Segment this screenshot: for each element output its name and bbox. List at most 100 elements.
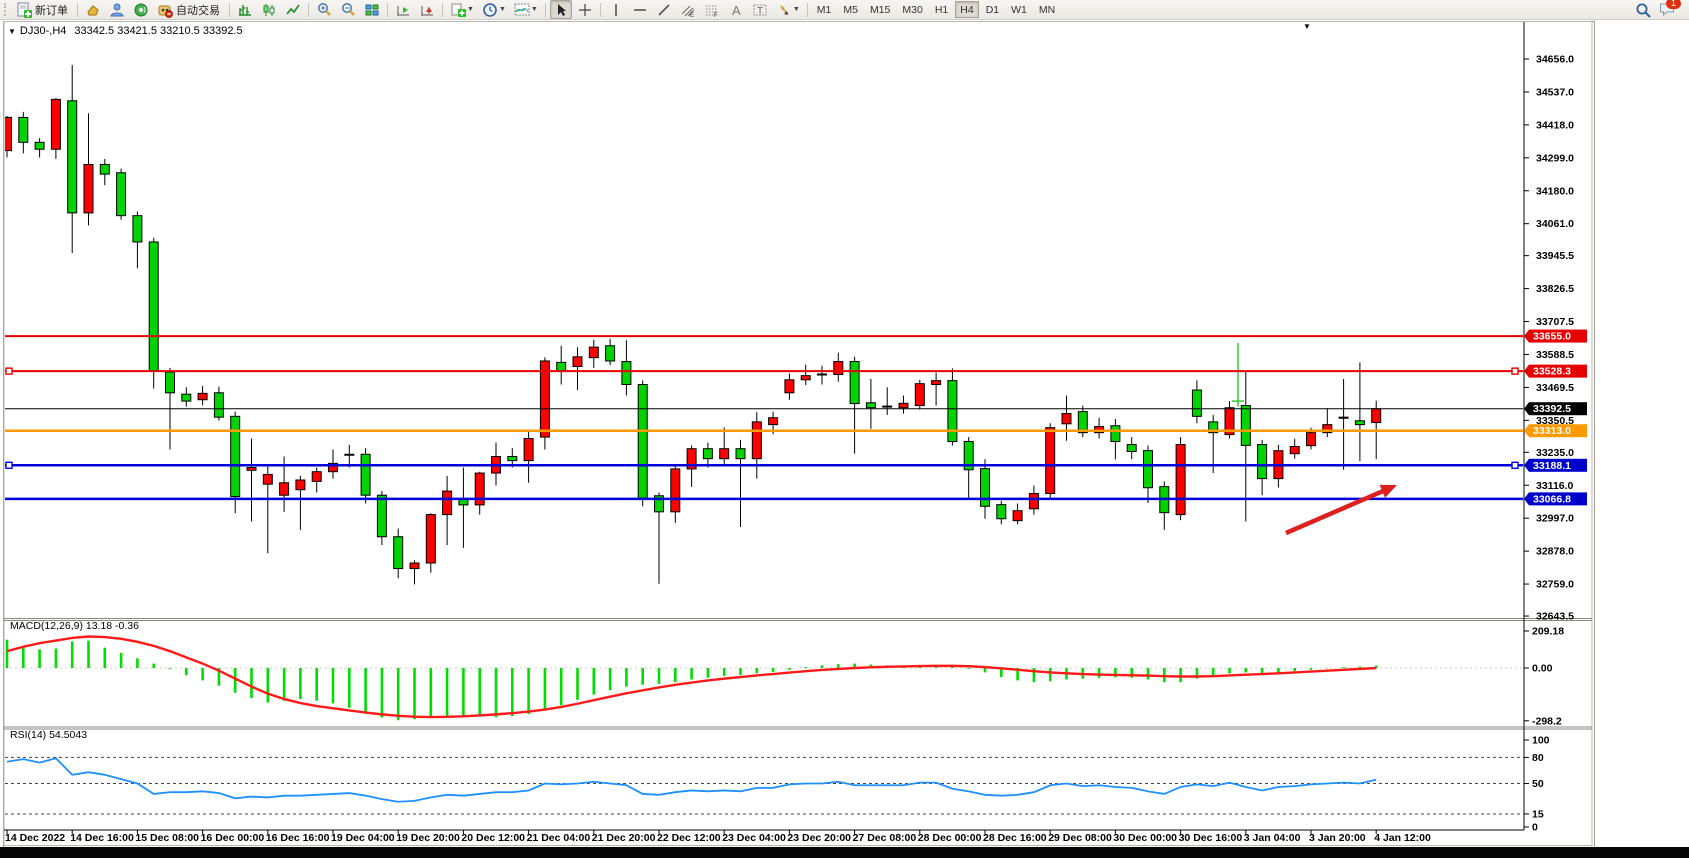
candle-body [588, 346, 599, 359]
crosshair-icon [577, 2, 593, 18]
search-icon[interactable] [1635, 2, 1651, 18]
vertical-line-icon [608, 2, 624, 18]
market-watch-button[interactable] [106, 0, 128, 19]
timeframe-m5[interactable]: M5 [843, 3, 858, 16]
equidistant-channel-icon: E [680, 2, 696, 19]
price-badge-label: 33392.5 [1533, 403, 1571, 415]
line-handle-right[interactable] [1511, 461, 1519, 469]
line-handle-left[interactable] [5, 367, 13, 375]
candle-chart-button[interactable] [258, 0, 280, 19]
candle-body [1240, 405, 1251, 446]
rsi-tick-label: 80 [1532, 752, 1544, 764]
text-button[interactable]: A [725, 0, 747, 19]
toolbar: 新订单 自动交易 ▼ ▼ ▼ [0, 0, 1689, 20]
signals-button[interactable] [130, 0, 152, 19]
indicators-button[interactable]: ▼ [511, 0, 541, 19]
candle-body [523, 437, 534, 462]
candle-body [262, 473, 273, 485]
line-chart-icon [285, 2, 301, 18]
price-tick-label: 33235.0 [1536, 447, 1574, 459]
timeframe-m15[interactable]: M15 [869, 3, 891, 16]
candle-body [328, 462, 338, 473]
period-button[interactable]: ▼ [479, 0, 509, 19]
crosshair-button[interactable] [574, 0, 596, 19]
timeframe-m30[interactable]: M30 [902, 3, 923, 16]
annotation-arrow-shaft[interactable] [1285, 486, 1391, 536]
timeframe-h4[interactable]: H4 [955, 1, 979, 18]
timeframe-mn[interactable]: MN [1038, 3, 1056, 16]
cursor-button[interactable] [549, 0, 572, 19]
candle-body [360, 453, 371, 496]
auto-trading-icon [157, 2, 173, 18]
arrows-icon [776, 2, 792, 18]
candle-body [865, 402, 876, 409]
macd-tick-label: 209.18 [1532, 625, 1564, 637]
candle-body [18, 116, 29, 143]
zoom-out-button[interactable] [337, 0, 359, 19]
price-tick-label: 33350.5 [1536, 415, 1574, 427]
candle-body [148, 241, 159, 372]
candle-body [1371, 408, 1382, 424]
candle-body [800, 375, 811, 381]
candle-body [1061, 413, 1072, 425]
new-order-button[interactable]: 新订单 [13, 0, 73, 19]
arrange-vertical-button[interactable] [416, 0, 438, 19]
toolbar-drag-handle [4, 3, 10, 16]
time-label: 20 Dec 12:00 [461, 832, 525, 844]
candle-body [1322, 424, 1333, 434]
equidistant-channel-button[interactable]: E [677, 0, 699, 19]
price-tick-label: 33116.0 [1536, 480, 1574, 492]
timeframe-d1[interactable]: D1 [985, 3, 1000, 16]
arrange-horizontal-button[interactable] [392, 0, 414, 19]
macd-label: MACD(12,26,9) 13.18 -0.36 [10, 620, 139, 632]
bottom-black-bar [0, 847, 1689, 858]
rsi-line [6, 757, 1377, 803]
timeframe-h1[interactable]: H1 [934, 3, 949, 16]
line-handle-right[interactable] [1511, 367, 1519, 375]
fibonacci-button[interactable]: F [701, 0, 723, 19]
tile-windows-icon [364, 2, 380, 18]
tile-windows-button[interactable] [361, 0, 383, 19]
profiles-button[interactable]: ▼ [447, 0, 477, 19]
bar-chart-button[interactable] [234, 0, 256, 19]
separator [599, 2, 601, 17]
timeframe-m1[interactable]: M1 [816, 3, 832, 16]
candle-body [1354, 420, 1365, 426]
line-handle-left[interactable] [5, 461, 13, 469]
time-label: 3 Jan 04:00 [1244, 832, 1301, 844]
data-window-button[interactable] [82, 0, 104, 19]
time-label: 21 Dec 20:00 [592, 832, 656, 844]
zoom-in-button[interactable] [313, 0, 335, 19]
chevron-down-icon[interactable]: ▼ [8, 27, 16, 36]
annotation-arrow-head[interactable] [1379, 484, 1397, 498]
candle-body [34, 141, 45, 150]
timeframe-w1[interactable]: W1 [1011, 3, 1027, 16]
arrows-button[interactable]: ▼ [773, 0, 803, 19]
text-label-button[interactable]: T [749, 0, 771, 19]
candle-body [50, 98, 61, 150]
price-badge-label: 33188.1 [1533, 460, 1571, 472]
chat-icon[interactable]: 1 [1659, 0, 1681, 18]
candle-body [751, 421, 762, 460]
rsi-tick-label: 50 [1532, 778, 1544, 790]
time-label: 29 Dec 08:00 [1048, 832, 1112, 844]
zoom-out-icon [340, 2, 356, 18]
price-tick-label: 32997.0 [1536, 513, 1574, 525]
price-badge-pointer [1524, 492, 1529, 506]
auto-trading-button[interactable]: 自动交易 [154, 0, 225, 19]
horizontal-line-button[interactable] [629, 0, 651, 19]
trendline-button[interactable] [653, 0, 675, 19]
time-label: 28 Dec 16:00 [983, 832, 1047, 844]
candle-body [1224, 407, 1235, 436]
line-chart-button[interactable] [282, 0, 304, 19]
svg-text:F: F [714, 13, 718, 18]
candle-body [1257, 444, 1268, 480]
price-badge-pointer [1524, 329, 1529, 343]
candle-body [817, 373, 827, 376]
candle-body [1077, 411, 1088, 434]
time-label: 28 Dec 00:00 [918, 832, 982, 844]
vertical-line-button[interactable] [605, 0, 627, 19]
price-badge-pointer [1524, 402, 1529, 416]
chart-collapse-arrow[interactable]: ▼ [1303, 22, 1311, 31]
